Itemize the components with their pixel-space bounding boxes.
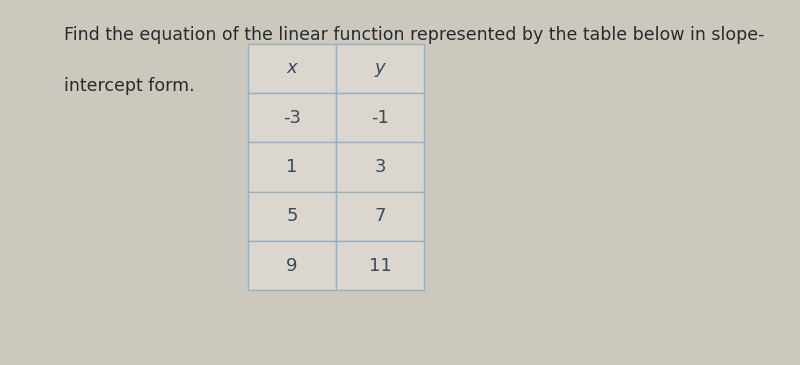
Bar (336, 241, 424, 290)
Text: 11: 11 (369, 257, 391, 274)
Text: 9: 9 (286, 257, 298, 274)
Bar (336, 44, 424, 93)
Text: 5: 5 (286, 207, 298, 225)
Text: 1: 1 (286, 158, 298, 176)
Bar (248, 241, 336, 290)
Text: -1: -1 (371, 109, 389, 127)
Text: y: y (374, 59, 386, 77)
Bar (336, 142, 424, 192)
Text: -3: -3 (283, 109, 301, 127)
Text: 7: 7 (374, 207, 386, 225)
Bar (248, 93, 336, 142)
Text: Find the equation of the linear function represented by the table below in slope: Find the equation of the linear function… (64, 26, 765, 43)
Bar (248, 192, 336, 241)
Text: x: x (286, 59, 298, 77)
Text: 3: 3 (374, 158, 386, 176)
Bar (336, 93, 424, 142)
Bar (336, 192, 424, 241)
Bar (248, 44, 336, 93)
Text: intercept form.: intercept form. (64, 77, 194, 95)
Bar (248, 142, 336, 192)
